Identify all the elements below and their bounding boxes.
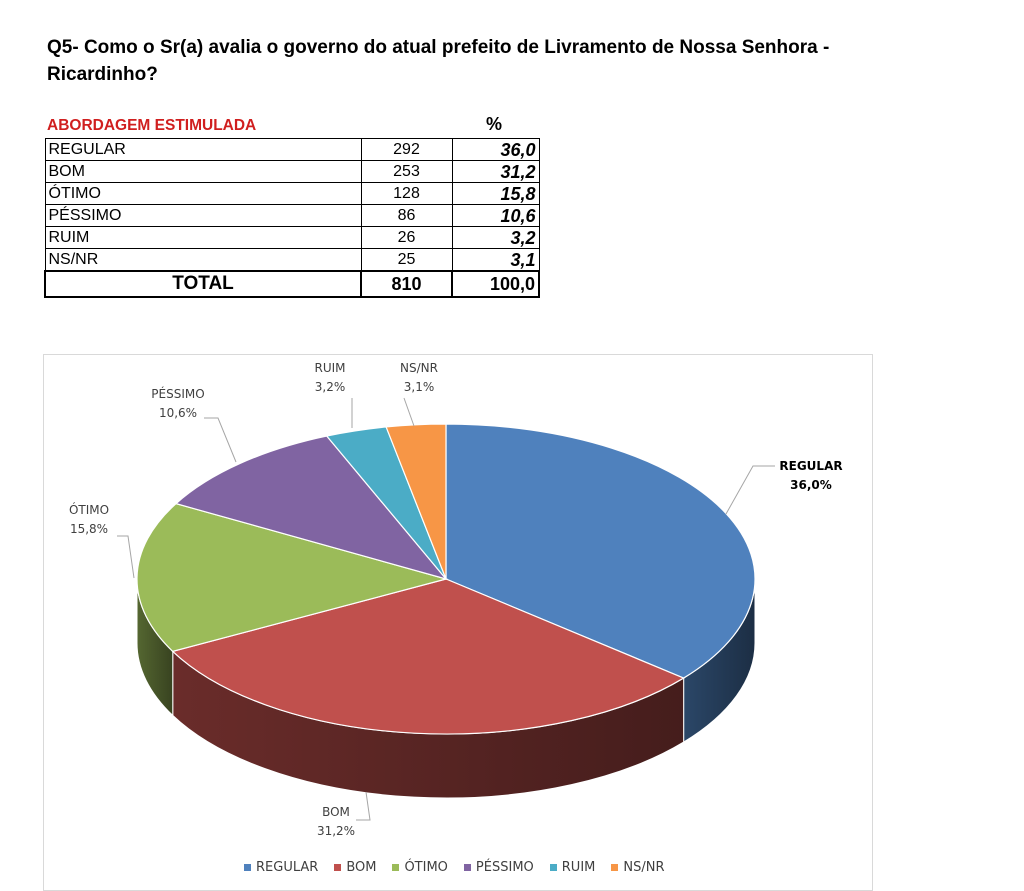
pie-slice-p-ssimo xyxy=(174,435,448,581)
pie-slice--timo xyxy=(136,502,449,653)
data-label-category-bom: BOM xyxy=(322,805,350,819)
table-cell-category: ÓTIMO xyxy=(44,182,362,205)
section-label: ABORDAGEM ESTIMULADA xyxy=(47,117,257,134)
legend-item-regular: REGULAR xyxy=(244,860,318,875)
table-cell-percent: 31,2 xyxy=(451,160,540,183)
legend-swatch-ns-nr xyxy=(611,864,619,871)
table-row: RUIM 26 3,2 xyxy=(44,226,540,249)
leader-line-ns-nr xyxy=(403,397,415,427)
question-title: Q5- Como o Sr(a) avalia o governo do atu… xyxy=(47,37,830,85)
legend-item-ns-nr: NS/NR xyxy=(611,860,665,875)
total-percent: 100,0 xyxy=(451,270,540,298)
legend-swatch-ruim xyxy=(549,864,557,871)
legend-item-p-ssimo: PÉSSIMO xyxy=(463,860,534,875)
data-label-value-bom: 31,2% xyxy=(317,824,355,838)
data-label-value-ns-nr: 3,1% xyxy=(404,380,435,394)
data-label-value-p-ssimo: 10,6% xyxy=(159,406,197,420)
data-label-category-ns-nr: NS/NR xyxy=(400,361,438,375)
legend-label-ns-nr: NS/NR xyxy=(623,860,665,875)
percent-header: % xyxy=(486,114,503,134)
table-cell-count: 26 xyxy=(360,226,453,249)
legend-label-p-ssimo: PÉSSIMO xyxy=(475,860,534,875)
legend-item-ruim: RUIM xyxy=(549,860,596,875)
pie-slice-regular xyxy=(445,423,756,679)
data-label-category--timo: ÓTIMO xyxy=(69,502,109,517)
leader-line-p-ssimo xyxy=(204,417,237,463)
data-label-value-regular: 36,0% xyxy=(790,478,832,492)
total-count: 810 xyxy=(360,270,453,298)
table-row: NS/NR 25 3,1 xyxy=(44,248,540,272)
legend-swatch-regular xyxy=(244,864,251,871)
total-label: TOTAL xyxy=(44,270,362,298)
legend-swatch-p-ssimo xyxy=(463,864,471,871)
legend-item-bom: BOM xyxy=(334,860,376,875)
chart-legend: REGULAR BOM ÓTIMO PÉSSIMO RUIM NS/NR xyxy=(244,860,665,875)
results-table: REGULAR 292 36,0 BOM 253 31,2 ÓTIMO 128 15,8 PÉSS… xyxy=(44,138,540,298)
legend-swatch-bom xyxy=(334,864,342,871)
data-label-category-p-ssimo: PÉSSIMO xyxy=(151,386,204,401)
table-cell-percent: 36,0 xyxy=(451,138,540,161)
legend-label--timo: ÓTIMO xyxy=(404,860,448,875)
table-row: ÓTIMO 128 15,8 xyxy=(44,182,540,205)
legend-item--timo: ÓTIMO xyxy=(392,860,448,875)
data-label-value--timo: 15,8% xyxy=(70,522,108,536)
leader-line-bom xyxy=(356,791,371,821)
data-label-category-ruim: RUIM xyxy=(314,361,345,375)
data-label-value-ruim: 3,2% xyxy=(315,380,346,394)
table-cell-category: REGULAR xyxy=(44,138,362,161)
table-cell-category: NS/NR xyxy=(44,248,362,272)
leader-line-regular xyxy=(725,465,775,515)
pie-slice-ns-nr xyxy=(385,423,447,580)
legend-swatch--timo xyxy=(392,864,400,871)
table-row-total: TOTAL 810 100,0 xyxy=(44,270,540,298)
table-cell-category: RUIM xyxy=(44,226,362,249)
data-label-category-regular: REGULAR xyxy=(779,459,842,473)
leader-line--timo xyxy=(117,535,135,579)
legend-label-bom: BOM xyxy=(346,860,377,875)
legend-label-ruim: RUIM xyxy=(561,860,596,875)
legend-label-regular: REGULAR xyxy=(256,860,319,875)
table-cell-percent: 3,2 xyxy=(451,226,540,249)
table-row: REGULAR 292 36,0 xyxy=(44,138,540,161)
